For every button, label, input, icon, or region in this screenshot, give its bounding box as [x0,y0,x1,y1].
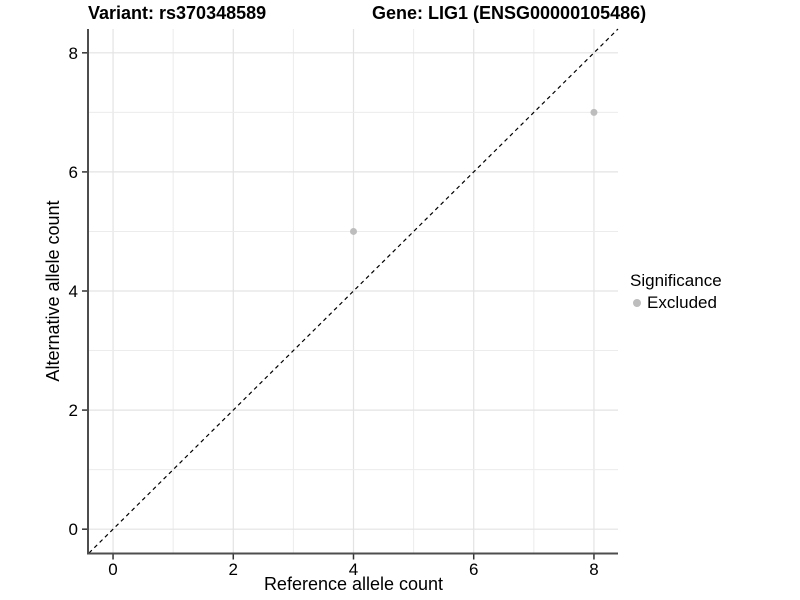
plot-title-gene: Gene: LIG1 (ENSG00000105486) [372,3,647,23]
x-tick-label: 8 [589,560,598,579]
y-tick-label: 6 [69,163,78,182]
legend-item-excluded: Excluded [630,293,722,313]
y-tick-label: 2 [69,401,78,420]
x-tick-label: 4 [349,560,358,579]
y-tick-label: 8 [69,44,78,63]
legend-title: Significance [630,271,722,290]
legend-point-icon [633,299,641,307]
y-axis-title: Alternative allele count [43,200,63,382]
legend: Significance Excluded [630,271,722,313]
x-tick-label: 0 [108,560,117,579]
y-tick-label: 0 [69,520,78,539]
y-tick-label: 4 [69,282,78,301]
x-axis-title: Reference allele count [263,574,444,594]
data-point [350,227,357,235]
plot-title-variant: Variant: rs370348589 [88,3,267,23]
data-point [590,108,598,116]
legend-item-label: Excluded [647,293,717,312]
x-tick-label: 2 [229,560,238,579]
x-tick-label: 6 [469,560,478,579]
